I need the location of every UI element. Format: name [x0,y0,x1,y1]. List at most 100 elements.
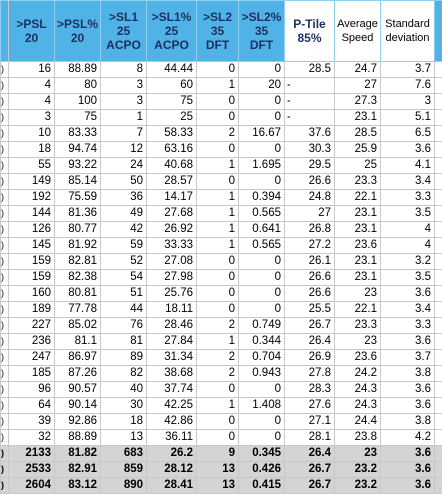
cell-sl2-percent[interactable]: 16.67 [238,125,285,142]
next-column-cell[interactable] [434,269,442,286]
cell-psl[interactable]: 185 [8,365,55,382]
cell-sl1[interactable]: 18 [100,413,147,430]
cell-sl2-percent[interactable]: 0.426 [238,461,285,478]
cell-sl2[interactable]: 1 [196,333,239,350]
next-column-cell[interactable] [434,157,442,174]
cell-psl[interactable]: 126 [8,221,55,238]
cell-sl2[interactable]: 1 [196,157,239,174]
next-column-cell[interactable] [434,397,442,414]
header-psl-percent[interactable]: >PSL% 20 [54,0,101,62]
row-edge-cell[interactable]: ) [0,205,9,222]
next-column-cell[interactable] [434,141,442,158]
cell-p-tile[interactable]: 37.6 [284,125,335,142]
cell-sl1[interactable]: 76 [100,317,147,334]
cell-sl2[interactable]: 0 [196,413,239,430]
cell-psl[interactable]: 2604 [8,477,55,494]
cell-standard-deviation[interactable]: 4.1 [380,157,435,174]
cell-average-speed[interactable]: 27.3 [334,93,381,110]
cell-standard-deviation[interactable]: 3.3 [380,317,435,334]
next-column-cell[interactable] [434,61,442,78]
cell-psl[interactable]: 18 [8,141,55,158]
cell-sl1[interactable]: 36 [100,189,147,206]
cell-p-tile[interactable]: 26.4 [284,333,335,350]
cell-sl2[interactable]: 0 [196,301,239,318]
cell-p-tile[interactable]: 28.1 [284,429,335,446]
cell-sl2[interactable]: 0 [196,253,239,270]
cell-sl2[interactable]: 1 [196,189,239,206]
cell-sl2-percent[interactable]: 0 [238,61,285,78]
cell-average-speed[interactable]: 24.3 [334,397,381,414]
cell-psl[interactable]: 2533 [8,461,55,478]
cell-standard-deviation[interactable]: 3.6 [380,477,435,494]
cell-sl2[interactable]: 1 [196,221,239,238]
next-column-cell[interactable] [434,253,442,270]
row-edge-cell[interactable]: ) [0,141,9,158]
cell-average-speed[interactable]: 23 [334,285,381,302]
cell-sl1-percent[interactable]: 33.33 [146,237,197,254]
cell-sl1-percent[interactable]: 31.34 [146,349,197,366]
cell-sl1[interactable]: 49 [100,205,147,222]
cell-psl-percent[interactable]: 90.57 [54,381,101,398]
cell-standard-deviation[interactable]: 6.5 [380,125,435,142]
cell-psl-percent[interactable]: 75.59 [54,189,101,206]
cell-psl-percent[interactable]: 80 [54,77,101,94]
cell-average-speed[interactable]: 24.4 [334,413,381,430]
next-column-cell[interactable] [434,317,442,334]
cell-sl1[interactable]: 1 [100,109,147,126]
cell-p-tile[interactable]: 29.5 [284,157,335,174]
row-edge-cell[interactable]: ) [0,365,9,382]
next-column-cell[interactable] [434,381,442,398]
cell-sl2-percent[interactable]: 0.704 [238,349,285,366]
cell-sl1[interactable]: 59 [100,237,147,254]
cell-psl[interactable]: 145 [8,237,55,254]
cell-standard-deviation[interactable]: 3.7 [380,349,435,366]
cell-sl1-percent[interactable]: 27.08 [146,253,197,270]
cell-sl1-percent[interactable]: 38.68 [146,365,197,382]
row-edge-cell[interactable]: ) [0,381,9,398]
row-edge-cell[interactable]: ) [0,221,9,238]
cell-sl1-percent[interactable]: 28.12 [146,461,197,478]
cell-sl1-percent[interactable]: 25 [146,109,197,126]
cell-standard-deviation[interactable]: 3.5 [380,269,435,286]
cell-sl1[interactable]: 890 [100,477,147,494]
cell-psl[interactable]: 159 [8,253,55,270]
cell-sl2-percent[interactable]: 1.408 [238,397,285,414]
row-edge-cell[interactable]: ) [0,333,9,350]
cell-p-tile[interactable]: 26.9 [284,349,335,366]
cell-average-speed[interactable]: 25.9 [334,141,381,158]
cell-sl1-percent[interactable]: 42.25 [146,397,197,414]
row-edge-cell[interactable]: ) [0,285,9,302]
cell-sl1[interactable]: 42 [100,221,147,238]
cell-psl[interactable]: 144 [8,205,55,222]
cell-sl2[interactable]: 0 [196,381,239,398]
header-standard-deviation[interactable]: Standard deviation [380,0,435,62]
cell-sl1-percent[interactable]: 25.76 [146,285,197,302]
cell-psl[interactable]: 159 [8,269,55,286]
cell-average-speed[interactable]: 25 [334,157,381,174]
cell-average-speed[interactable]: 23.6 [334,237,381,254]
cell-sl1[interactable]: 30 [100,397,147,414]
cell-sl2[interactable]: 1 [196,77,239,94]
cell-p-tile[interactable]: 26.4 [284,445,335,462]
cell-average-speed[interactable]: 23.2 [334,461,381,478]
cell-p-tile[interactable]: 28.5 [284,61,335,78]
cell-psl-percent[interactable]: 92.86 [54,413,101,430]
cell-psl-percent[interactable]: 80.81 [54,285,101,302]
next-column-cell[interactable] [434,173,442,190]
row-edge-cell[interactable]: ) [0,189,9,206]
cell-sl2[interactable]: 2 [196,125,239,142]
cell-standard-deviation[interactable]: 4.2 [380,429,435,446]
cell-p-tile[interactable]: 26.6 [284,285,335,302]
header-sl2-percent[interactable]: >SL2% 35 DFT [238,0,285,62]
cell-standard-deviation[interactable]: 3.8 [380,365,435,382]
cell-psl-percent[interactable]: 75 [54,109,101,126]
row-edge-cell[interactable]: ) [0,253,9,270]
cell-sl1[interactable]: 51 [100,285,147,302]
row-edge-cell[interactable]: ) [0,93,9,110]
cell-sl1[interactable]: 89 [100,349,147,366]
cell-sl1-percent[interactable]: 26.2 [146,445,197,462]
cell-average-speed[interactable]: 28.5 [334,125,381,142]
cell-sl2-percent[interactable]: 20 [238,77,285,94]
cell-standard-deviation[interactable]: 7.6 [380,77,435,94]
cell-sl2-percent[interactable]: 0.641 [238,221,285,238]
